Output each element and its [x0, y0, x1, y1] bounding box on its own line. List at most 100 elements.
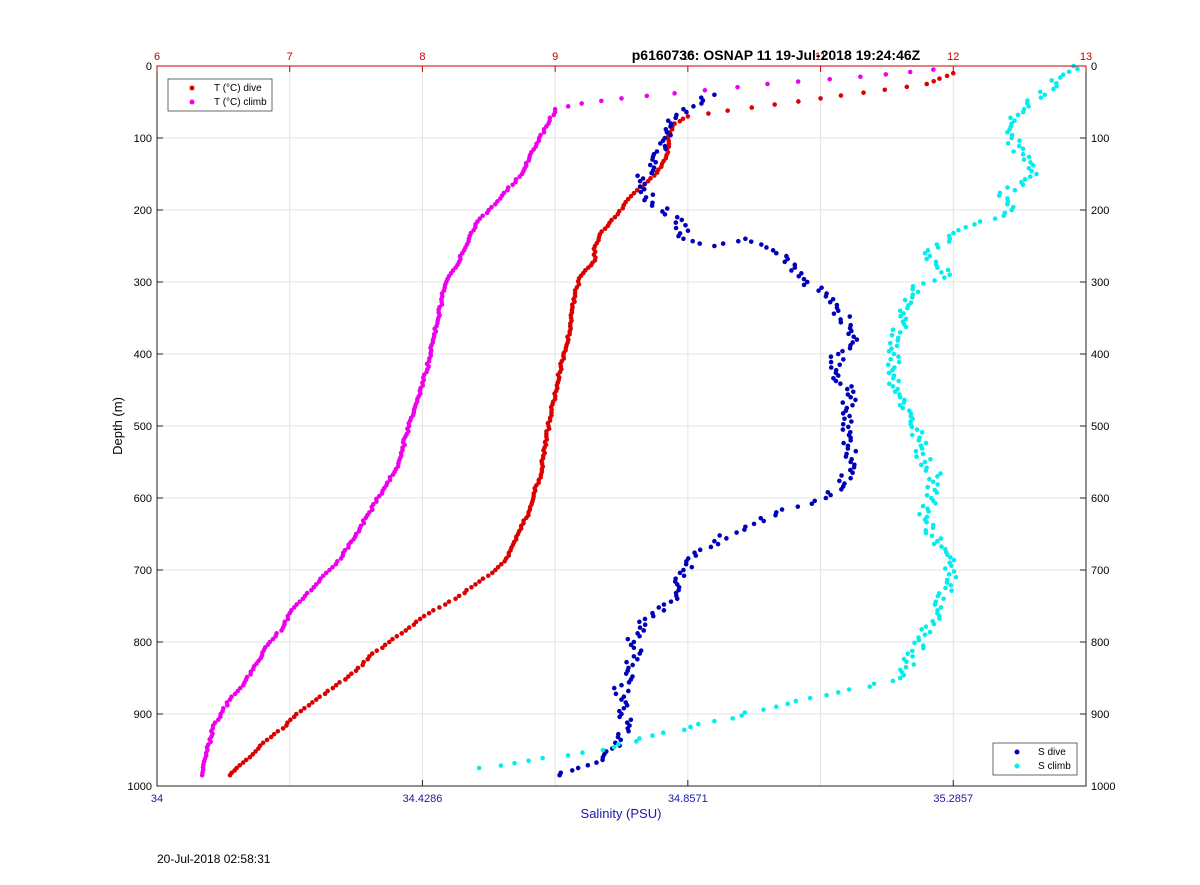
- data-point: [551, 112, 557, 118]
- data-point: [248, 672, 253, 677]
- data-point: [353, 668, 359, 674]
- data-point: [851, 334, 856, 340]
- data-point: [628, 193, 634, 199]
- data-point: [909, 424, 915, 430]
- data-point: [925, 484, 931, 490]
- data-point: [390, 472, 396, 477]
- data-point: [1022, 177, 1028, 182]
- data-point: [847, 345, 853, 351]
- data-point: [360, 662, 365, 668]
- data-point: [838, 320, 844, 325]
- x-bottom-tick-label: 34: [151, 793, 163, 805]
- data-point: [1066, 69, 1072, 75]
- data-point: [825, 489, 831, 495]
- axis-ticks: 0 0 100 100 200 200 300 300 400 400 500 500 600 600 70…: [128, 51, 1116, 805]
- data-point: [890, 678, 896, 684]
- data-point: [889, 332, 895, 338]
- data-point: [749, 105, 755, 110]
- data-point: [882, 87, 888, 93]
- data-point: [380, 645, 385, 651]
- data-point: [623, 671, 629, 676]
- data-point: [894, 343, 900, 349]
- data-point: [684, 109, 689, 115]
- data-point: [505, 187, 510, 193]
- data-point: [634, 187, 640, 193]
- data-point: [947, 555, 953, 560]
- data-point: [672, 91, 677, 96]
- data-point: [369, 651, 375, 656]
- data-point: [480, 213, 485, 219]
- data-point: [720, 241, 726, 246]
- data-point: [924, 256, 929, 262]
- data-point: [702, 87, 708, 93]
- data-point: [770, 248, 776, 253]
- data-point: [1026, 154, 1032, 160]
- data-point: [922, 250, 928, 256]
- data-point: [910, 286, 915, 292]
- data-point: [896, 359, 902, 365]
- data-point: [285, 616, 291, 622]
- x-top-tick-label: 11: [815, 51, 826, 63]
- data-point: [850, 403, 855, 408]
- data-point: [935, 482, 940, 487]
- data-point: [689, 564, 695, 570]
- data-point: [600, 747, 606, 753]
- data-point: [801, 282, 807, 288]
- data-point: [931, 79, 937, 84]
- data-point: [517, 174, 522, 179]
- data-point: [624, 659, 629, 665]
- data-point: [847, 314, 853, 319]
- data-point: [1051, 86, 1056, 92]
- y-tick-label-left: 500: [134, 421, 152, 433]
- data-point: [751, 521, 757, 527]
- data-point: [892, 389, 898, 395]
- data-point: [513, 179, 518, 185]
- data-point: [280, 726, 286, 731]
- legend-label-s-climb: S climb: [1038, 761, 1071, 772]
- data-point: [271, 731, 277, 737]
- data-point: [1005, 141, 1011, 146]
- y-tick-label-left: 300: [134, 277, 152, 289]
- data-point: [442, 602, 448, 607]
- data-point: [586, 265, 591, 270]
- data-point: [840, 411, 846, 416]
- y-tick-label-left: 700: [134, 565, 152, 577]
- data-point: [890, 327, 896, 333]
- x-axis-label-salinity: Salinity (PSU): [581, 806, 662, 821]
- data-point: [934, 490, 940, 495]
- data-point: [617, 714, 622, 720]
- data-point: [685, 228, 691, 233]
- data-point: [681, 106, 686, 112]
- data-point: [807, 695, 813, 701]
- data-point: [240, 682, 246, 688]
- y-tick-label-left: 200: [134, 205, 152, 217]
- data-point: [316, 579, 322, 584]
- data-point: [512, 760, 517, 766]
- data-point: [1049, 78, 1054, 83]
- data-point: [840, 400, 846, 405]
- series-t-c-dive: [227, 70, 956, 778]
- data-point: [773, 512, 778, 518]
- data-point: [937, 76, 942, 81]
- data-point: [1038, 95, 1044, 100]
- data-point: [637, 619, 642, 625]
- data-point: [681, 573, 687, 579]
- data-point: [838, 381, 843, 387]
- data-point: [905, 651, 911, 656]
- data-point: [626, 728, 631, 734]
- data-point: [619, 96, 624, 101]
- data-point: [841, 440, 846, 446]
- data-point: [837, 362, 843, 368]
- data-point: [805, 279, 810, 285]
- data-point: [541, 129, 547, 135]
- data-point: [901, 311, 906, 316]
- x-top-tick-label: 9: [552, 51, 558, 63]
- data-point: [495, 564, 501, 570]
- chart-title: p6160736: OSNAP 11 19-Jul-2018 19:24:46Z: [632, 47, 921, 63]
- data-point: [758, 515, 764, 521]
- data-point: [827, 299, 833, 305]
- x-top-tick-label: 13: [1080, 51, 1092, 63]
- data-point: [933, 501, 938, 506]
- data-point: [944, 73, 950, 79]
- data-point: [664, 129, 670, 135]
